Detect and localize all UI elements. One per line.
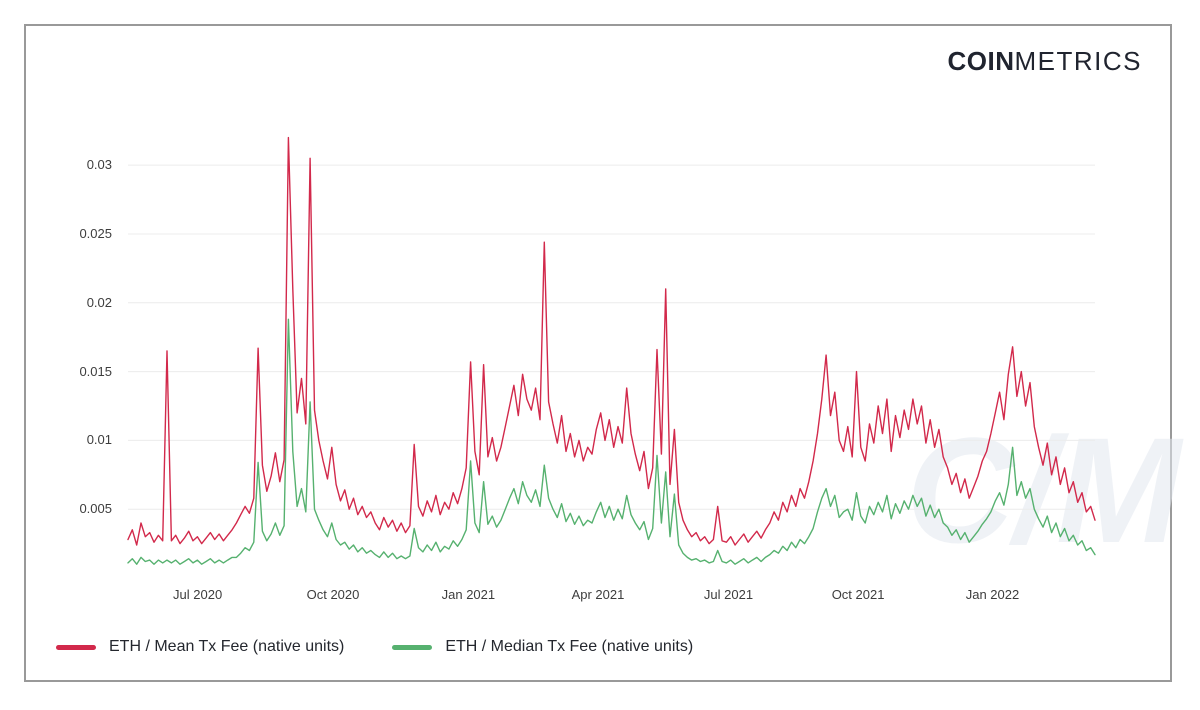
y-axis-label: 0.03 [86,157,112,173]
x-axis-label: Jul 2021 [703,587,754,602]
y-axis-label: 0.01 [86,432,112,448]
y-axis-label: 0.025 [79,225,112,241]
x-axis-label: Jan 2021 [441,587,496,602]
legend-item-median-tx-fee[interactable]: ETH / Median Tx Fee (native units) [392,638,693,656]
line-chart[interactable] [26,26,1174,684]
y-axis-label: 0.005 [79,501,112,517]
median-line-swatch-icon [392,644,433,650]
chart-card: COINMETRICS C/M 0.005 0.01 0.015 0.02 0.025 0… [24,24,1181,684]
x-axis-label: Jan 2022 [965,587,1020,602]
chart-plot-area[interactable]: 0.005 0.01 0.015 0.02 0.025 0.03 Jul 2020 Oct … [26,26,1174,684]
series-line-0[interactable] [127,136,1096,546]
logo-metrics-text: METRICS [1014,46,1142,76]
y-axis-label: 0.02 [86,294,112,310]
chart-legend: ETH / Mean Tx Fee (native units) ETH / M… [56,638,693,656]
x-axis-label: Oct 2021 [831,587,885,602]
x-axis-label: Oct 2020 [306,587,360,602]
legend-item-mean-tx-fee[interactable]: ETH / Mean Tx Fee (native units) [56,638,344,656]
legend-label: ETH / Mean Tx Fee (native units) [109,638,345,655]
coinmetrics-logo: COINMETRICS [948,46,1143,77]
x-axis-label: Apr 2021 [571,587,625,602]
legend-label: ETH / Median Tx Fee (native units) [445,638,694,655]
logo-coin-text: COIN [947,46,1015,76]
series-line-1[interactable] [127,318,1096,565]
x-axis-label: Jul 2020 [173,587,223,602]
mean-line-swatch-icon [56,644,96,650]
y-axis-label: 0.015 [79,363,112,379]
